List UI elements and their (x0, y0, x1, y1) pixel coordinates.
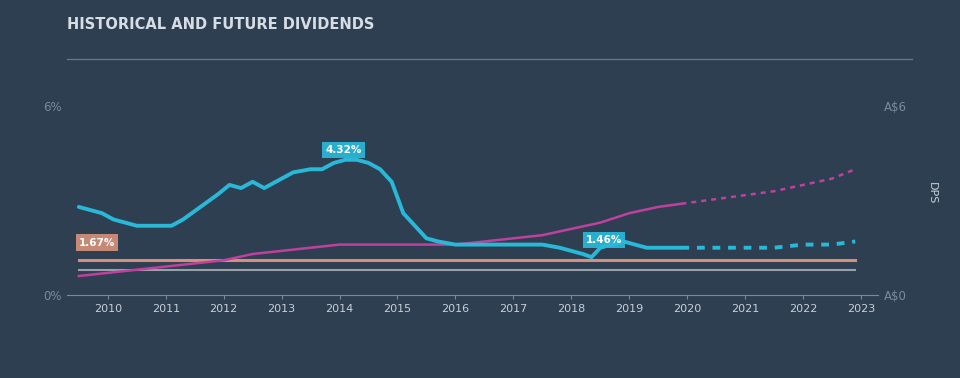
Y-axis label: DPS: DPS (926, 181, 936, 204)
Text: HISTORICAL AND FUTURE DIVIDENDS: HISTORICAL AND FUTURE DIVIDENDS (67, 17, 374, 32)
Text: 4.32%: 4.32% (325, 145, 361, 155)
Text: 1.46%: 1.46% (586, 235, 622, 245)
Text: 1.67%: 1.67% (79, 237, 115, 248)
